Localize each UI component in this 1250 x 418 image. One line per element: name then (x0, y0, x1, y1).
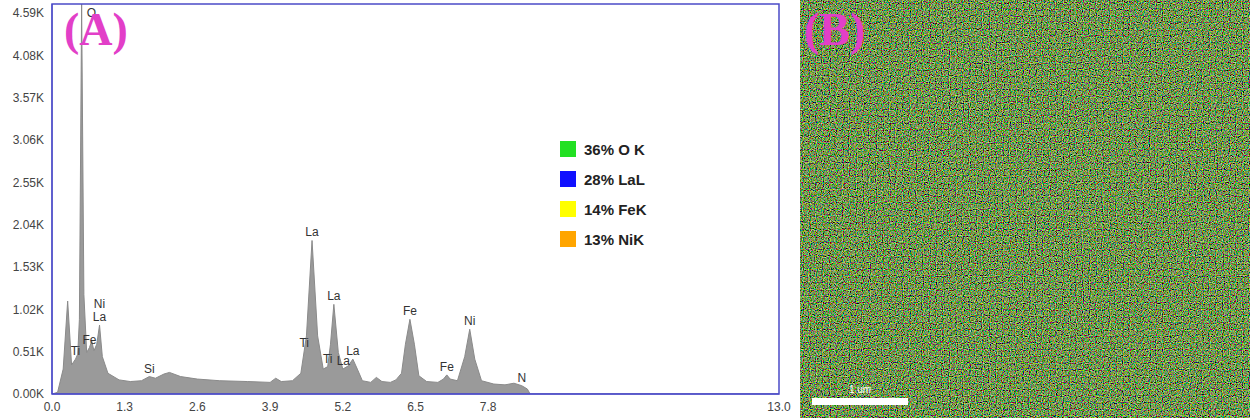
svg-text:Si: Si (144, 362, 155, 376)
svg-text:0.00K: 0.00K (13, 387, 44, 401)
svg-text:Ti: Ti (323, 352, 333, 366)
html-text:36% O K: 36% O K (584, 140, 645, 158)
svg-text:0.51K: 0.51K (13, 345, 44, 359)
svg-text:2.04K: 2.04K (13, 218, 44, 232)
svg-text:Fe: Fe (82, 333, 96, 347)
svg-text:La: La (305, 225, 319, 239)
svg-text:3.57K: 3.57K (13, 91, 44, 105)
svg-text:La: La (327, 289, 341, 303)
svg-text:Ni: Ni (94, 297, 105, 311)
svg-text:13.0: 13.0 (767, 400, 791, 414)
html-text:(B): (B) (804, 4, 866, 55)
svg-text:La: La (336, 353, 350, 368)
svg-text:4.59K: 4.59K (13, 6, 44, 20)
svg-text:La: La (346, 344, 360, 358)
svg-text:1.3: 1.3 (116, 400, 133, 414)
svg-text:Fe: Fe (440, 360, 454, 374)
svg-text:5.2: 5.2 (334, 400, 351, 414)
svg-text:4.08K: 4.08K (13, 49, 44, 63)
svg-text:3.06K: 3.06K (13, 133, 44, 147)
svg-text:2.6: 2.6 (189, 400, 206, 414)
svg-text:3.9: 3.9 (262, 400, 279, 414)
html-text:13% NiK: 13% NiK (584, 230, 644, 248)
svg-text:Fe: Fe (403, 304, 417, 318)
html-text:(A): (A) (64, 4, 128, 55)
svg-text:1.53K: 1.53K (13, 260, 44, 274)
svg-text:N: N (517, 371, 526, 385)
html-text:14% FeK: 14% FeK (584, 200, 647, 218)
svg-text:La: La (93, 310, 107, 324)
svg-text:7.8: 7.8 (480, 400, 497, 414)
html-text:28% LaL: 28% LaL (584, 170, 645, 188)
svg-text:Ti: Ti (299, 336, 309, 350)
svg-text:0.0: 0.0 (44, 400, 61, 414)
svg-text:1 um: 1 um (849, 384, 871, 395)
svg-text:1.02K: 1.02K (13, 303, 44, 317)
svg-text:Ni: Ni (464, 314, 475, 328)
svg-text:Ti: Ti (71, 344, 81, 358)
svg-text:6.5: 6.5 (407, 400, 424, 414)
svg-text:2.55K: 2.55K (13, 176, 44, 190)
